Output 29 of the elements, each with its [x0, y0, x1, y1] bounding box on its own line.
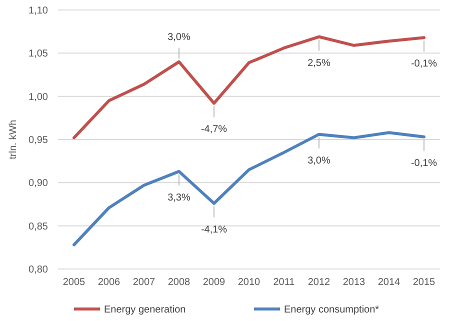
y-tick-label: 1,05	[28, 48, 48, 60]
annotation: 3,0%	[168, 32, 191, 43]
y-tick-label: 0,85	[28, 221, 48, 232]
y-tick-label: 0,80	[28, 264, 48, 276]
annotation: 3,0%	[308, 155, 331, 166]
x-tick-label: 2011	[273, 277, 296, 288]
annotation: -4,1%	[200, 224, 228, 236]
legend-label: Energy generation	[104, 304, 186, 316]
x-tick-label: 2007	[132, 277, 156, 288]
x-tick-label: 2006	[98, 277, 121, 288]
annotation: 3,3%	[168, 192, 191, 204]
y-tick-label: 0,90	[28, 178, 48, 190]
legend-label: Energy consumption*	[284, 304, 380, 316]
y-tick-label: 1,10	[28, 6, 48, 16]
annotation: 2,5%	[308, 58, 331, 69]
annotation: -4,7%	[200, 124, 228, 136]
y-axis-title: trln. kWh	[8, 120, 19, 160]
annotation: -0,1%	[410, 158, 438, 169]
x-tick-label: 2009	[202, 277, 226, 288]
y-tick-label: 1,00	[28, 92, 48, 103]
x-tick-label: 2005	[62, 277, 86, 288]
x-tick-label: 2012	[308, 277, 331, 288]
y-tick-label: 0,95	[28, 135, 48, 146]
x-tick-label: 2008	[168, 277, 191, 288]
x-tick-label: 2015	[412, 277, 436, 288]
x-tick-label: 2010	[238, 277, 261, 288]
x-tick-label: 2013	[342, 277, 366, 288]
x-tick-label: 2014	[378, 277, 401, 288]
annotation: -0,1%	[410, 58, 438, 70]
